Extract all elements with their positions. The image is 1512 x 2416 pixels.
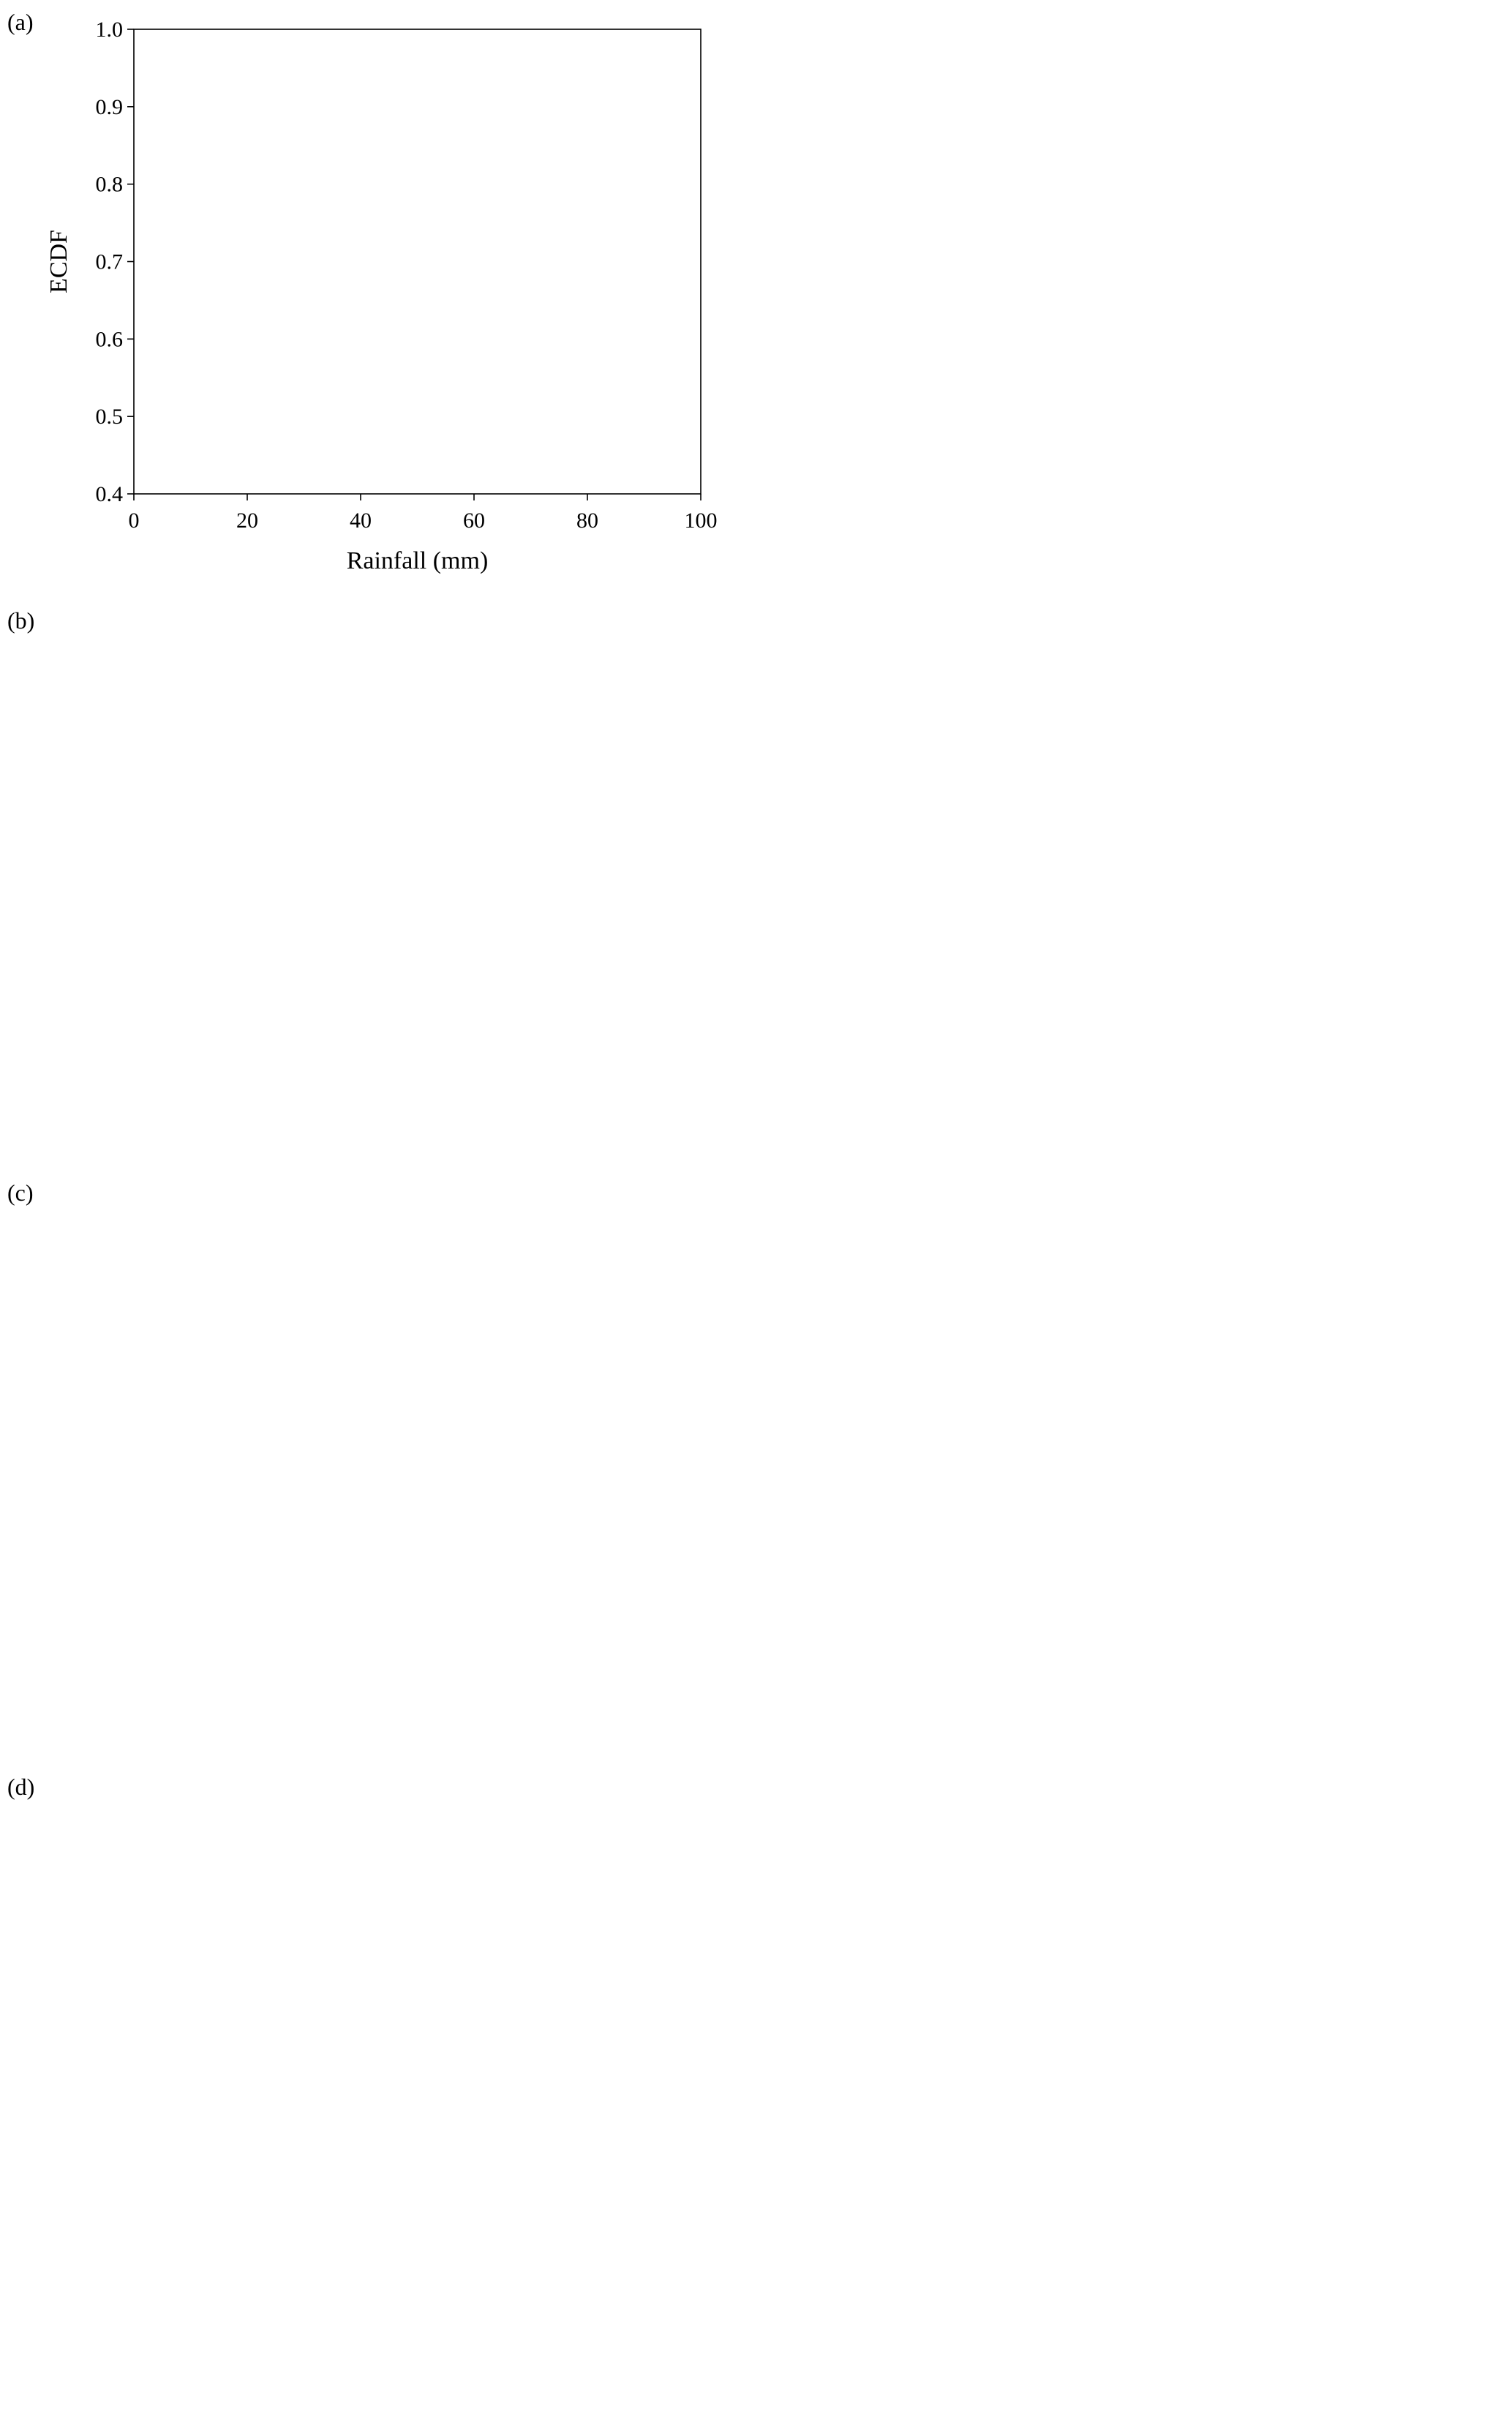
panel-label-c: (c) bbox=[7, 1179, 34, 1206]
svg-text:0.6: 0.6 bbox=[96, 327, 124, 351]
panel-label-a: (a) bbox=[7, 9, 34, 35]
svg-text:Rainfall (mm): Rainfall (mm) bbox=[347, 547, 489, 574]
svg-text:ECDF: ECDF bbox=[45, 230, 72, 293]
svg-text:0.4: 0.4 bbox=[96, 482, 124, 506]
svg-text:40: 40 bbox=[350, 509, 372, 533]
svg-text:0.8: 0.8 bbox=[96, 173, 124, 197]
svg-text:80: 80 bbox=[576, 509, 598, 533]
svg-text:20: 20 bbox=[236, 509, 258, 533]
svg-text:60: 60 bbox=[463, 509, 485, 533]
panel-label-b: (b) bbox=[7, 607, 35, 634]
svg-text:0.7: 0.7 bbox=[96, 250, 124, 274]
svg-text:0.9: 0.9 bbox=[96, 95, 124, 119]
panel-label-d: (d) bbox=[7, 1774, 35, 1800]
svg-text:0.5: 0.5 bbox=[96, 405, 124, 429]
svg-text:100: 100 bbox=[685, 509, 718, 533]
chart-ecdf-rainfall: 0 20 40 60 80 100 0.4 0.5 0.6 0.7 0.8 0.9 1.0 Rainfal… bbox=[35, 13, 719, 580]
svg-text:1.0: 1.0 bbox=[96, 18, 124, 42]
svg-text:0: 0 bbox=[129, 509, 140, 533]
